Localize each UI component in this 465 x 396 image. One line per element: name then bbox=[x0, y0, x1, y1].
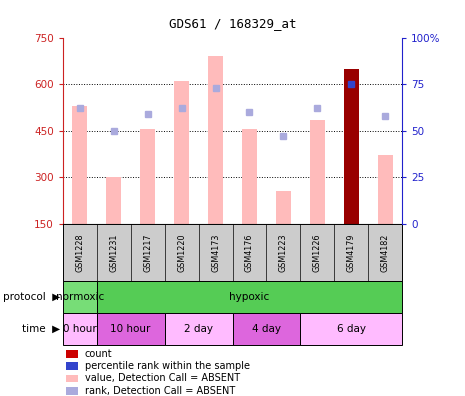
Bar bbox=[63, 313, 97, 345]
Text: rank, Detection Call = ABSENT: rank, Detection Call = ABSENT bbox=[85, 386, 235, 396]
Bar bbox=[97, 313, 165, 345]
Text: GSM1228: GSM1228 bbox=[75, 233, 84, 272]
Text: GSM4173: GSM4173 bbox=[211, 233, 220, 272]
Bar bbox=[66, 387, 78, 395]
Text: 6 day: 6 day bbox=[337, 324, 366, 334]
Bar bbox=[106, 177, 121, 224]
Bar bbox=[63, 281, 97, 313]
Text: percentile rank within the sample: percentile rank within the sample bbox=[85, 361, 250, 371]
Bar bbox=[208, 56, 223, 224]
Text: 0 hour: 0 hour bbox=[63, 324, 97, 334]
Text: value, Detection Call = ABSENT: value, Detection Call = ABSENT bbox=[85, 373, 240, 383]
Bar bbox=[165, 313, 232, 345]
Text: GSM1223: GSM1223 bbox=[279, 233, 288, 272]
Text: count: count bbox=[85, 349, 113, 359]
Bar bbox=[344, 69, 359, 224]
Text: GSM1220: GSM1220 bbox=[177, 233, 186, 272]
Text: 4 day: 4 day bbox=[252, 324, 281, 334]
Bar bbox=[66, 362, 78, 370]
Bar bbox=[300, 313, 402, 345]
Text: 2 day: 2 day bbox=[184, 324, 213, 334]
Text: hypoxic: hypoxic bbox=[229, 292, 270, 302]
Text: GSM1217: GSM1217 bbox=[143, 233, 152, 272]
Bar bbox=[174, 81, 189, 224]
Bar bbox=[66, 375, 78, 383]
Bar bbox=[232, 313, 300, 345]
Text: GDS61 / 168329_at: GDS61 / 168329_at bbox=[169, 17, 296, 30]
Text: GSM4182: GSM4182 bbox=[381, 233, 390, 272]
Bar bbox=[378, 156, 393, 224]
Bar bbox=[72, 106, 87, 224]
Text: time  ▶: time ▶ bbox=[22, 324, 60, 334]
Text: GSM1231: GSM1231 bbox=[109, 233, 118, 272]
Text: GSM4179: GSM4179 bbox=[347, 233, 356, 272]
Text: GSM4176: GSM4176 bbox=[245, 233, 254, 272]
Text: GSM1226: GSM1226 bbox=[313, 233, 322, 272]
Text: normoxic: normoxic bbox=[56, 292, 104, 302]
Text: 10 hour: 10 hour bbox=[111, 324, 151, 334]
Text: protocol  ▶: protocol ▶ bbox=[3, 292, 60, 302]
Bar bbox=[242, 129, 257, 224]
Bar bbox=[276, 191, 291, 224]
Bar bbox=[310, 120, 325, 224]
Bar bbox=[66, 350, 78, 358]
Bar bbox=[140, 129, 155, 224]
